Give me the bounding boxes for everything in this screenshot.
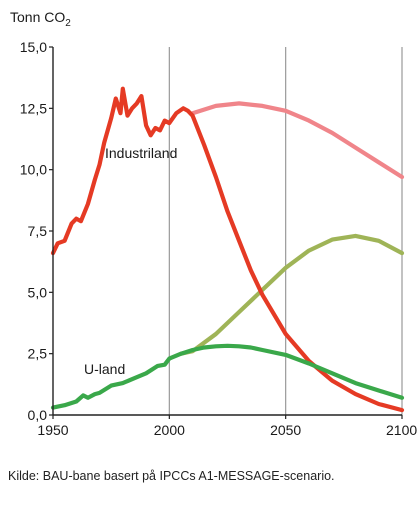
y-tick-label: 7,5 (28, 223, 48, 239)
labels: 0,0 2,5 5,0 7,5 10,0 12,5 15,0 1950 2000 2050 2100… (10, 9, 417, 438)
x-tick-label: 2050 (270, 422, 301, 438)
series-line-projection-1 (190, 101, 405, 180)
x-tick-label: 2100 (386, 422, 417, 438)
x-tick-label: 1950 (37, 422, 68, 438)
y-axis-label-subscript: 2 (65, 18, 71, 29)
y-tick-label: 2,5 (28, 346, 48, 362)
y-tick-label: 15,0 (20, 39, 47, 55)
series-lines (50, 86, 405, 413)
grid-lines (168, 47, 403, 415)
y-tick-label: 5,0 (28, 284, 48, 300)
series-line-u-land (50, 343, 405, 410)
y-axis-label: Tonn CO2 (10, 9, 71, 29)
series-label-u-land: U-land (84, 361, 125, 377)
y-tick-label: 0,0 (28, 407, 48, 423)
series-line-industriland (50, 86, 405, 413)
y-tick-label: 10,0 (20, 162, 47, 178)
series-line-projection-3 (178, 233, 405, 356)
line-chart: 0,0 2,5 5,0 7,5 10,0 12,5 15,0 1950 2000 2050 2100… (10, 9, 417, 438)
x-tick-label: 2000 (154, 422, 185, 438)
chart-caption: Kilde: BAU-bane basert på IPCCs A1-MESSA… (8, 469, 335, 483)
y-tick-label: 12,5 (20, 100, 47, 116)
axes (49, 46, 403, 419)
series-label-industriland: Industriland (105, 145, 177, 161)
